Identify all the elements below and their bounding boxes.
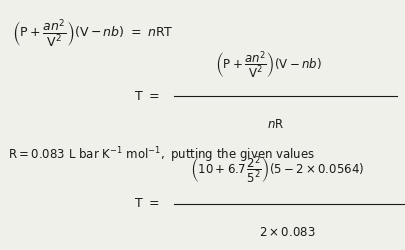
Text: $\left(10+6.7\,\dfrac{2^{2}}{5^{2}}\right)(5-2\times 0.0564)$: $\left(10+6.7\,\dfrac{2^{2}}{5^{2}}\righ… — [190, 154, 364, 186]
Text: $\left(\mathrm{P}+\dfrac{an^{2}}{\mathrm{V}^{2}}\right)(\mathrm{V}-nb)\ =\ n\mat: $\left(\mathrm{P}+\dfrac{an^{2}}{\mathrm… — [12, 18, 174, 49]
Text: $\left(\mathrm{P}+\dfrac{an^{2}}{\mathrm{V}^{2}}\right)(\mathrm{V}-nb)$: $\left(\mathrm{P}+\dfrac{an^{2}}{\mathrm… — [215, 49, 322, 81]
Text: $\mathrm{T}\ =$: $\mathrm{T}\ =$ — [134, 197, 159, 210]
Text: $\mathrm{T}\ =$: $\mathrm{T}\ =$ — [134, 90, 159, 103]
Text: $2\times 0.083$: $2\times 0.083$ — [259, 226, 316, 239]
Text: $n\mathrm{R}$: $n\mathrm{R}$ — [267, 118, 284, 132]
Text: $\mathrm{R}=0.083\ \mathrm{L\ bar\ K}^{-1}\ \mathrm{mol}^{-1}\mathrm{,\ putting\: $\mathrm{R}=0.083\ \mathrm{L\ bar\ K}^{-… — [8, 145, 315, 165]
